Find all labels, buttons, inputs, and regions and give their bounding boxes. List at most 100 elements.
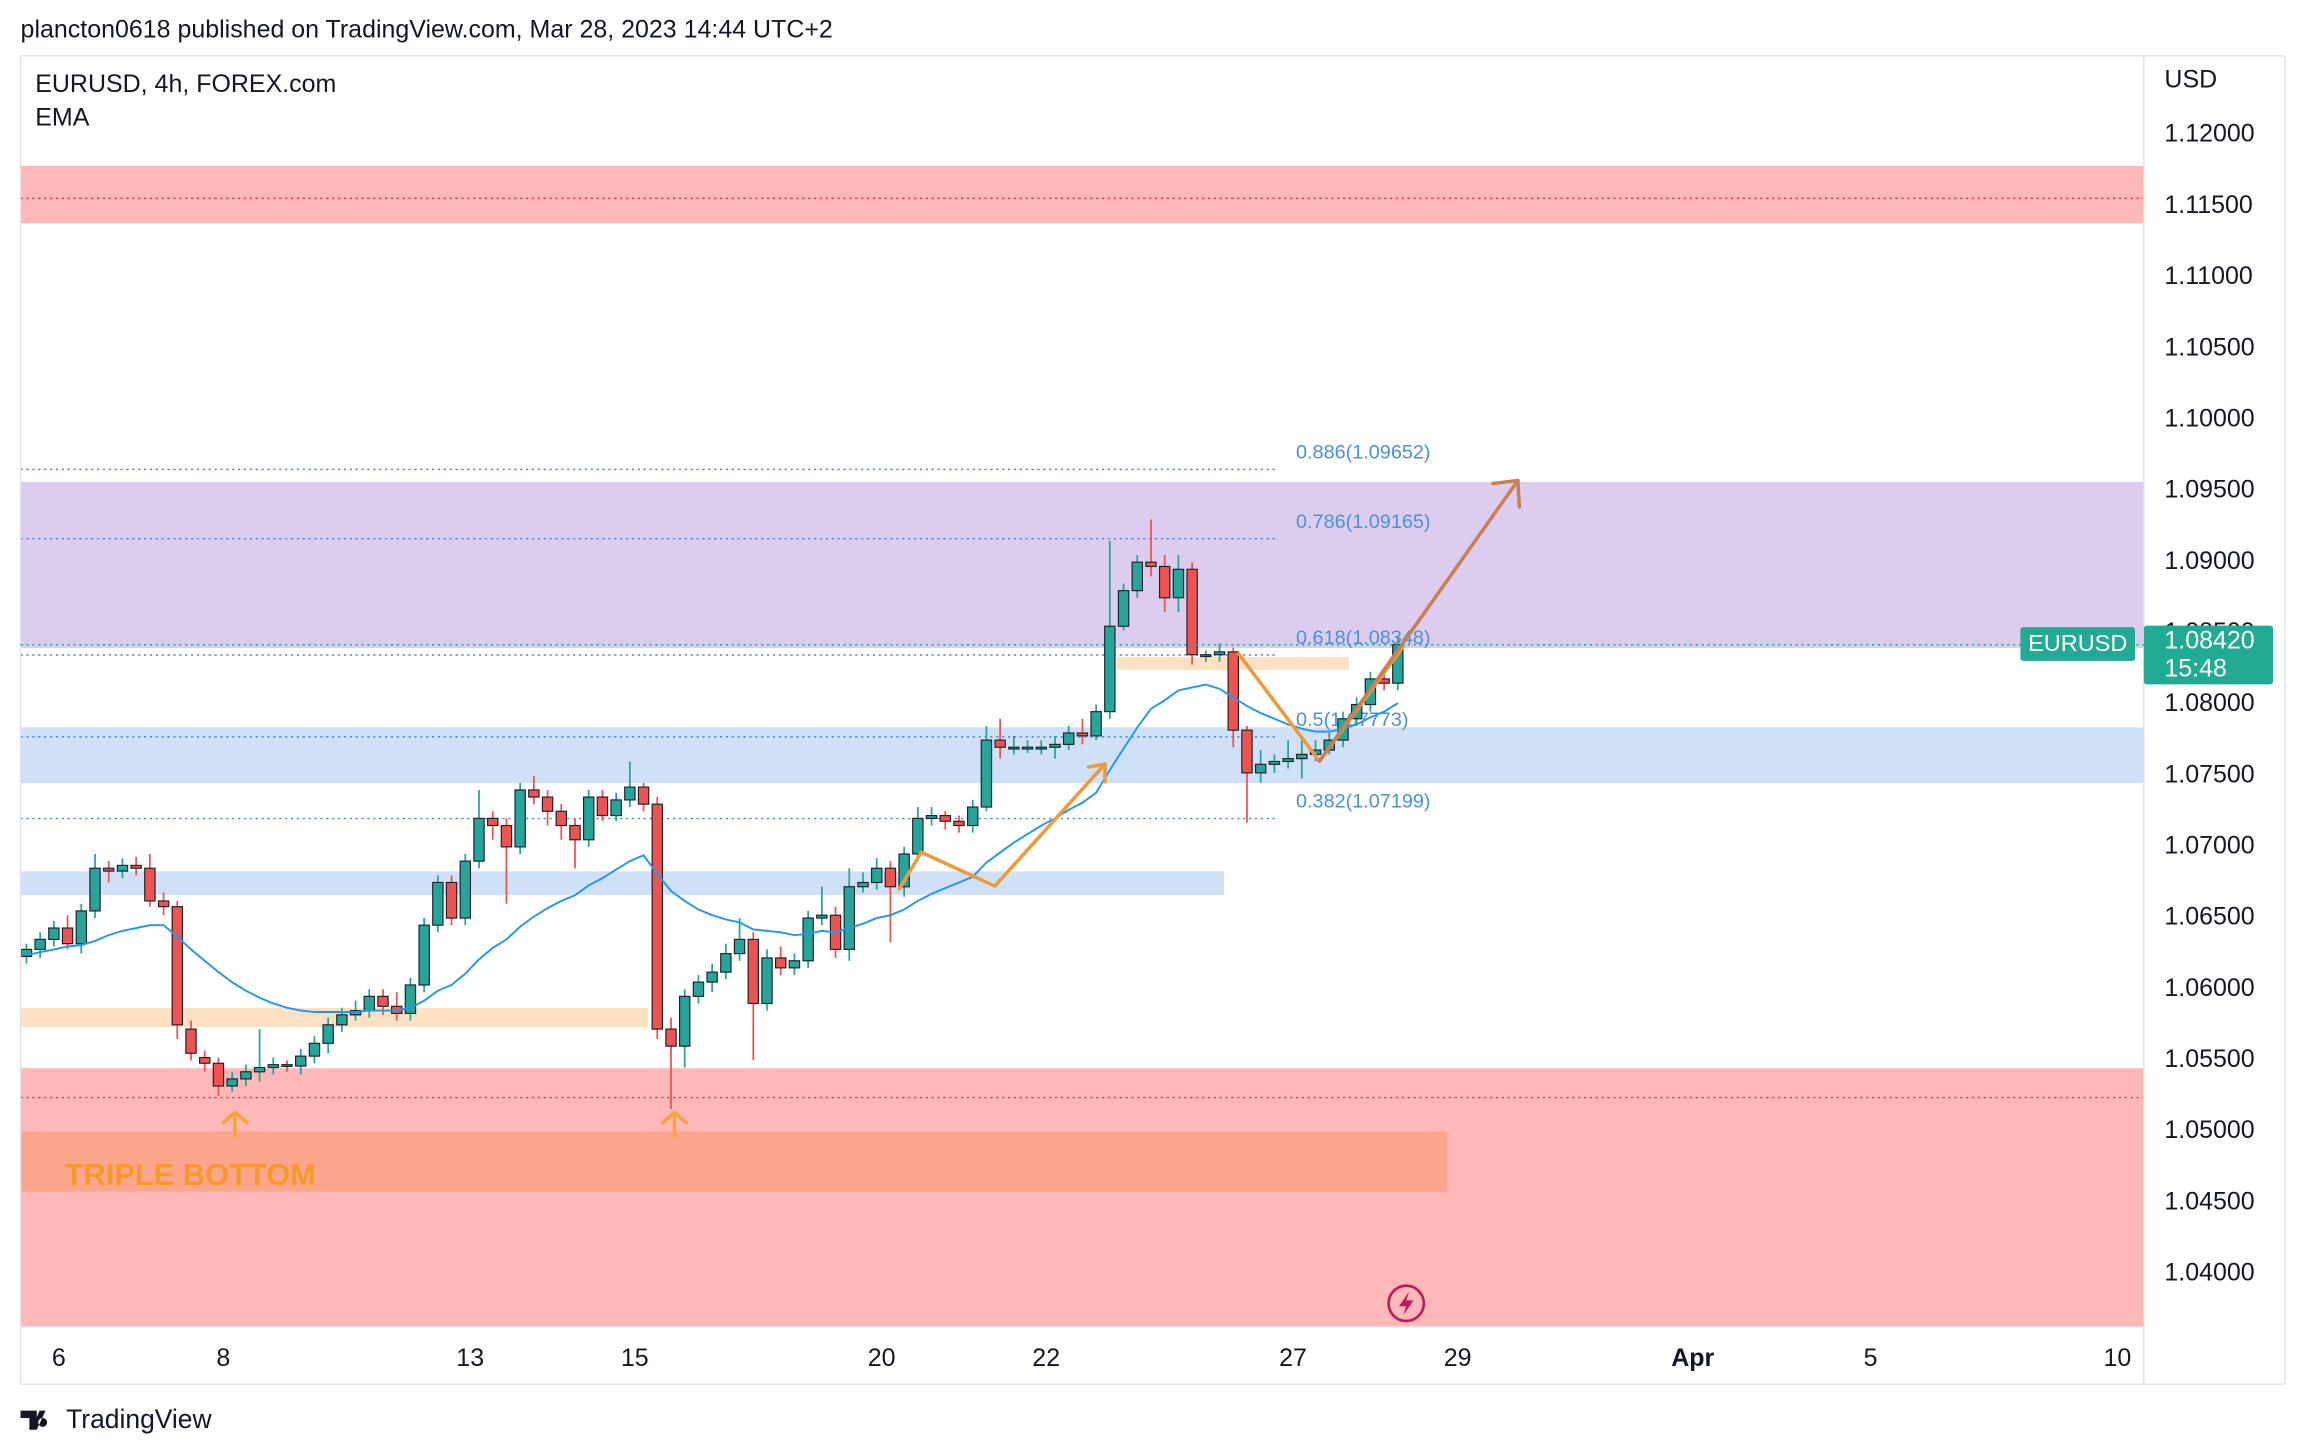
- candle-body: [582, 796, 595, 841]
- candle-body: [870, 867, 883, 884]
- candle-body: [253, 1066, 266, 1073]
- logo-text: TradingView: [66, 1404, 212, 1434]
- y-tick-label: 1.05500: [2164, 1045, 2254, 1073]
- candle-body: [994, 739, 1006, 748]
- candle-body: [733, 938, 746, 955]
- candle-body: [459, 860, 472, 919]
- candle-body: [198, 1056, 211, 1064]
- x-tick-label: 15: [621, 1344, 649, 1372]
- x-tick-label: 5: [1864, 1344, 1878, 1372]
- candle-body: [1158, 565, 1171, 599]
- candle-body: [816, 914, 828, 919]
- fib-label: 0.886(1.09652): [1296, 441, 1431, 463]
- candle-body: [336, 1014, 348, 1026]
- frame: [19, 55, 2286, 1385]
- candle-body: [1090, 711, 1102, 737]
- candle-body: [802, 917, 814, 962]
- candle-body: [706, 971, 718, 983]
- y-tick-label: 1.04000: [2164, 1259, 2254, 1287]
- candle-body: [1282, 758, 1294, 763]
- fib-label: 0.618(1.08348): [1296, 627, 1431, 649]
- y-tick-label: 1.10000: [2164, 404, 2254, 432]
- logo-mark: [20, 1410, 48, 1430]
- symbol-title: EURUSD, 4h, FOREX.com: [35, 70, 336, 98]
- candle-body: [212, 1062, 225, 1087]
- candle-body: [1227, 651, 1239, 731]
- candle-body: [1213, 651, 1226, 656]
- x-tick-label: 22: [1032, 1344, 1060, 1372]
- price-tag: [2143, 625, 2274, 685]
- candle-body: [61, 927, 74, 945]
- y-tick-label: 1.05000: [2164, 1116, 2254, 1144]
- zone: [20, 166, 2144, 224]
- arrow-head: [221, 1110, 249, 1125]
- candle-body: [610, 799, 622, 817]
- event-icon-bolt: [1398, 1291, 1414, 1316]
- candle-body: [1268, 760, 1281, 765]
- candle-body: [418, 924, 430, 986]
- price-tag-countdown: 15:48: [2164, 654, 2226, 682]
- candle-body: [1117, 590, 1130, 627]
- x-tick-label: 10: [2103, 1344, 2131, 1372]
- candle-body: [171, 906, 184, 1026]
- event-icon[interactable]: [1387, 1284, 1426, 1323]
- plot: [20, 519, 1404, 1109]
- candle-body: [678, 995, 691, 1047]
- candle-body: [144, 867, 156, 902]
- indicator-label: EMA: [35, 104, 89, 132]
- y-tick-label: 1.08000: [2164, 689, 2254, 717]
- candle-body: [1104, 625, 1116, 713]
- arrow-head: [660, 1110, 688, 1125]
- symbol-tag-text: EURUSD: [2028, 630, 2127, 656]
- candle-body: [103, 867, 115, 872]
- candle-body: [1035, 746, 1048, 750]
- candle-body: [1145, 561, 1157, 568]
- x-tick-label: 13: [456, 1344, 484, 1372]
- candle-body: [226, 1078, 238, 1087]
- y-tick-label: 1.06000: [2164, 974, 2254, 1002]
- candle-body: [1200, 654, 1212, 658]
- candle-body: [651, 803, 664, 1030]
- candle-body: [404, 984, 417, 1015]
- x-tick-label: 20: [868, 1344, 896, 1372]
- candle-body: [267, 1064, 280, 1069]
- candle-body: [637, 786, 650, 805]
- candle-body: [884, 867, 897, 888]
- y-tick-label: 1.12000: [2164, 120, 2254, 148]
- y-tick-label: 1.06500: [2164, 903, 2254, 931]
- price-tag-value: 1.08420: [2164, 626, 2254, 654]
- y-tick-label: 1.11500: [2164, 191, 2252, 219]
- annotation: TRIPLE BOTTOM: [65, 1157, 316, 1192]
- candle-body: [281, 1064, 293, 1068]
- candle-body: [116, 864, 129, 872]
- candle-body: [1254, 763, 1267, 774]
- candle-body: [1131, 561, 1143, 592]
- y-tick-label: 1.07500: [2164, 760, 2254, 788]
- drawings: [221, 478, 1522, 1323]
- candle-body: [486, 817, 499, 827]
- candle-body: [473, 817, 485, 862]
- logo: TradingView: [20, 1404, 213, 1434]
- candle-body: [788, 960, 801, 969]
- y-tick-label: 1.04500: [2164, 1187, 2254, 1215]
- candle-body: [514, 789, 526, 848]
- currency-label: USD: [2164, 65, 2217, 93]
- candle-body: [980, 739, 993, 808]
- zigzag-arrow: [897, 762, 1107, 891]
- candle-body: [130, 864, 142, 869]
- candle-body: [1186, 568, 1198, 656]
- candle-body: [1076, 732, 1089, 737]
- candle-body: [953, 820, 965, 827]
- candle-body: [747, 938, 760, 1005]
- candle-body: [89, 867, 101, 912]
- candle-body: [308, 1042, 321, 1057]
- candle-body: [1021, 746, 1034, 750]
- candle-body: [912, 817, 924, 855]
- candle-body: [432, 881, 444, 926]
- zone: [20, 1008, 649, 1028]
- candle-body: [692, 981, 705, 997]
- candle-body: [939, 814, 952, 822]
- candle-body: [185, 1028, 197, 1054]
- fib-label: 0.786(1.09165): [1296, 511, 1431, 533]
